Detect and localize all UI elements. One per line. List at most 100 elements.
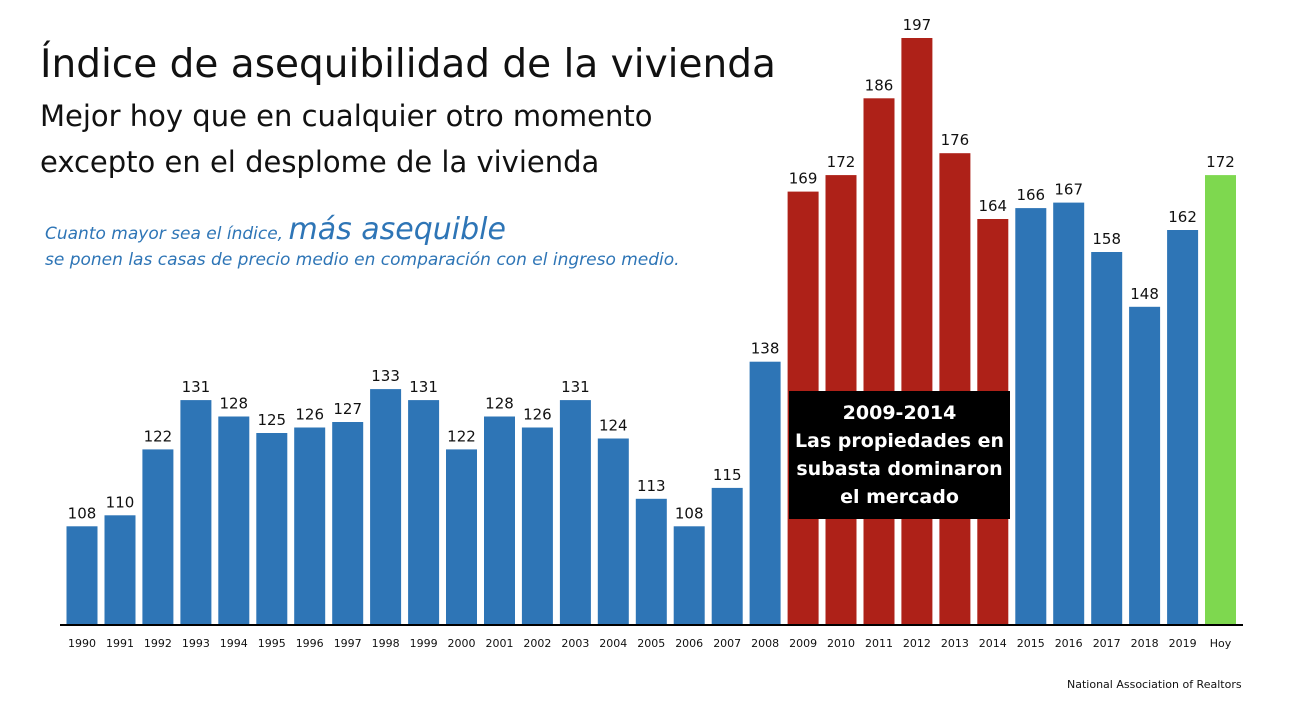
tick-label-1992: 1992 <box>144 637 172 650</box>
bar-2005 <box>635 498 667 625</box>
bar-2007 <box>711 487 743 625</box>
bar-2017 <box>1091 252 1123 625</box>
value-label-2002: 126 <box>523 406 552 424</box>
index-explanation-note: Cuanto mayor sea el índice, más asequibl… <box>45 215 680 272</box>
value-label-hoy: 172 <box>1206 153 1235 171</box>
note-line2: se ponen las casas de precio medio en co… <box>45 250 680 270</box>
value-label-1990: 108 <box>68 504 97 522</box>
bar-1995 <box>256 433 288 625</box>
callout-line2: subasta dominaron <box>796 458 1003 480</box>
tick-label-2002: 2002 <box>523 637 551 650</box>
bar-2008 <box>749 361 781 625</box>
bar-2001 <box>484 416 515 625</box>
bar-2006 <box>673 526 705 625</box>
callout-line3: el mercado <box>840 486 959 508</box>
value-label-1991: 110 <box>106 493 135 511</box>
bar-2018 <box>1129 306 1161 625</box>
tick-label-1993: 1993 <box>182 637 210 650</box>
tick-label-2012: 2012 <box>903 637 931 650</box>
bar-1990 <box>66 526 98 625</box>
chart-title: Índice de asequibilidad de la vivienda <box>40 42 776 87</box>
tick-label-2001: 2001 <box>486 637 514 650</box>
bar-2003 <box>559 400 591 625</box>
tick-label-2003: 2003 <box>561 637 589 650</box>
bar-1999 <box>408 400 440 625</box>
value-label-1998: 133 <box>371 367 400 385</box>
value-label-1997: 127 <box>333 400 362 418</box>
tick-label-2007: 2007 <box>713 637 741 650</box>
value-label-2008: 138 <box>751 340 780 358</box>
tick-label-1994: 1994 <box>220 637 248 650</box>
tick-label-2018: 2018 <box>1131 637 1159 650</box>
tick-label-2016: 2016 <box>1055 637 1083 650</box>
bar-2000 <box>446 449 477 625</box>
value-label-2016: 167 <box>1054 181 1083 199</box>
value-label-2001: 128 <box>485 395 514 413</box>
tick-label-1998: 1998 <box>372 637 400 650</box>
bar-1992 <box>142 449 174 625</box>
value-label-2014: 164 <box>978 197 1007 215</box>
value-label-2009: 169 <box>789 170 818 188</box>
bar-2012 <box>901 38 933 625</box>
callout-line1: Las propiedades en <box>794 430 1005 452</box>
bar-2019 <box>1167 230 1199 625</box>
tick-label-2014: 2014 <box>979 637 1007 650</box>
bar-1993 <box>180 400 212 625</box>
note-prefix: Cuanto mayor sea el índice, <box>45 224 284 244</box>
tick-label-2010: 2010 <box>827 637 855 650</box>
tick-label-2017: 2017 <box>1093 637 1121 650</box>
tick-label-2000: 2000 <box>448 637 476 650</box>
bar-1998 <box>370 389 402 625</box>
value-label-2000: 122 <box>447 427 476 445</box>
tick-label-1996: 1996 <box>296 637 324 650</box>
bar-2004 <box>597 438 629 625</box>
tick-label-2011: 2011 <box>865 637 893 650</box>
value-label-1995: 125 <box>257 411 286 429</box>
value-label-1992: 122 <box>144 427 173 445</box>
tick-label-2004: 2004 <box>599 637 627 650</box>
bar-2002 <box>521 427 553 625</box>
tick-label-2008: 2008 <box>751 637 779 650</box>
chart-subtitle-line2: excepto en el desplome de la vivienda <box>40 145 600 179</box>
value-label-2019: 162 <box>1168 208 1197 226</box>
source-credit: National Association of Realtors <box>1067 678 1242 691</box>
bar-1996 <box>294 427 326 625</box>
value-label-2010: 172 <box>827 153 856 171</box>
callout-years: 2009-2014 <box>842 402 957 424</box>
value-label-2003: 131 <box>561 378 590 396</box>
bar-1997 <box>332 422 364 625</box>
bar-1991 <box>104 515 136 625</box>
bar-hoy <box>1205 175 1236 625</box>
value-label-2017: 158 <box>1092 230 1121 248</box>
tick-label-2006: 2006 <box>675 637 703 650</box>
value-label-2005: 113 <box>637 477 666 495</box>
tick-label-1999: 1999 <box>410 637 438 650</box>
bar-2015 <box>1015 208 1047 625</box>
tick-label-hoy: Hoy <box>1210 637 1232 650</box>
tick-label-1990: 1990 <box>68 637 96 650</box>
bar-1994 <box>218 416 250 625</box>
tick-label-2013: 2013 <box>941 637 969 650</box>
value-label-2007: 115 <box>713 466 742 484</box>
tick-label-2015: 2015 <box>1017 637 1045 650</box>
value-label-1993: 131 <box>182 378 211 396</box>
value-label-2018: 148 <box>1130 285 1159 303</box>
tick-label-2019: 2019 <box>1169 637 1197 650</box>
foreclosure-callout-box: 2009-2014 Las propiedades en subasta dom… <box>789 391 1010 519</box>
bar-2011 <box>863 98 895 626</box>
value-label-1996: 126 <box>295 406 324 424</box>
tick-label-1995: 1995 <box>258 637 286 650</box>
value-label-2006: 108 <box>675 504 704 522</box>
tick-label-1997: 1997 <box>334 637 362 650</box>
bar-2013 <box>939 153 971 625</box>
chart-subtitle-line1: Mejor hoy que en cualquier otro momento <box>40 99 653 133</box>
bar-2016 <box>1053 202 1085 625</box>
value-label-2015: 166 <box>1016 186 1045 204</box>
value-label-2012: 197 <box>903 16 932 34</box>
value-label-2004: 124 <box>599 417 628 435</box>
value-label-2011: 186 <box>865 76 894 94</box>
value-label-1994: 128 <box>219 395 248 413</box>
note-emphasis: más asequible <box>288 212 506 247</box>
tick-label-2005: 2005 <box>637 637 665 650</box>
